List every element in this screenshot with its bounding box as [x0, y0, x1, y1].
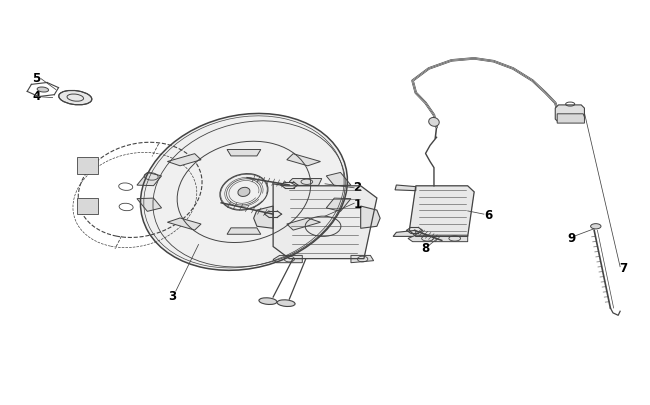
Polygon shape	[408, 236, 468, 242]
Text: 8: 8	[421, 241, 430, 254]
Polygon shape	[326, 173, 351, 186]
Text: 4: 4	[32, 90, 40, 103]
Text: 3: 3	[168, 290, 177, 303]
Text: 7: 7	[619, 262, 627, 275]
Polygon shape	[227, 228, 261, 235]
Polygon shape	[273, 256, 302, 263]
Polygon shape	[227, 150, 261, 156]
Ellipse shape	[277, 300, 295, 307]
Polygon shape	[287, 218, 320, 230]
Text: 6: 6	[484, 208, 493, 221]
Ellipse shape	[591, 224, 601, 229]
Polygon shape	[168, 154, 201, 166]
Text: 2: 2	[354, 181, 361, 194]
Ellipse shape	[58, 91, 92, 106]
Polygon shape	[77, 198, 98, 215]
Polygon shape	[254, 207, 273, 229]
Text: 5: 5	[32, 72, 40, 85]
Text: 1: 1	[354, 197, 361, 210]
Polygon shape	[77, 158, 98, 174]
Polygon shape	[168, 218, 201, 230]
Polygon shape	[287, 154, 320, 166]
Text: 9: 9	[567, 231, 576, 244]
Polygon shape	[289, 179, 322, 186]
Ellipse shape	[238, 188, 250, 197]
Polygon shape	[361, 207, 380, 229]
Polygon shape	[351, 256, 374, 263]
Ellipse shape	[429, 118, 439, 127]
Polygon shape	[137, 198, 162, 212]
Polygon shape	[410, 186, 474, 237]
Polygon shape	[137, 173, 162, 186]
Polygon shape	[326, 198, 351, 212]
Polygon shape	[395, 185, 416, 191]
Polygon shape	[557, 115, 584, 124]
Ellipse shape	[259, 298, 277, 305]
Ellipse shape	[37, 88, 49, 93]
Ellipse shape	[140, 114, 347, 271]
Polygon shape	[555, 106, 584, 123]
Polygon shape	[273, 184, 377, 259]
Polygon shape	[393, 231, 416, 237]
